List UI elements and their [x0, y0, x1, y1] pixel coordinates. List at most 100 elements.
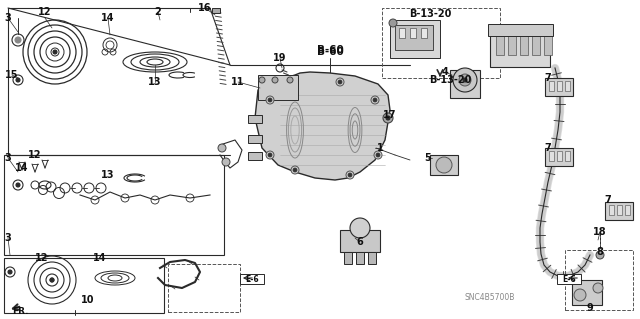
Circle shape — [346, 171, 354, 179]
Bar — [395, 25, 433, 50]
Bar — [508, 30, 516, 55]
Bar — [410, 28, 416, 38]
Bar — [168, 264, 240, 312]
Circle shape — [15, 37, 21, 43]
Bar — [557, 81, 562, 91]
Circle shape — [16, 183, 20, 187]
Bar — [557, 151, 562, 161]
Bar — [617, 205, 622, 215]
Circle shape — [593, 283, 603, 293]
Bar — [258, 75, 298, 100]
Bar — [545, 78, 573, 96]
Circle shape — [386, 116, 390, 120]
Text: 14: 14 — [93, 253, 107, 263]
Circle shape — [459, 74, 471, 86]
Bar — [549, 151, 554, 161]
Bar — [565, 151, 570, 161]
Bar — [212, 8, 220, 13]
Circle shape — [16, 78, 20, 82]
Bar — [488, 24, 553, 36]
Text: 3: 3 — [4, 233, 12, 243]
Text: E-6: E-6 — [245, 275, 259, 284]
Circle shape — [338, 80, 342, 84]
Text: 3: 3 — [4, 153, 12, 163]
Circle shape — [268, 153, 272, 157]
Text: 6: 6 — [356, 237, 364, 247]
Text: 14: 14 — [15, 163, 29, 173]
Text: B-60: B-60 — [317, 45, 344, 55]
Text: B-60: B-60 — [317, 47, 344, 57]
Text: 5: 5 — [424, 153, 431, 163]
Bar — [399, 28, 405, 38]
Bar — [609, 205, 614, 215]
Bar — [248, 115, 262, 123]
Circle shape — [287, 77, 293, 83]
Text: 11: 11 — [231, 77, 244, 87]
Bar — [390, 20, 440, 58]
Bar — [605, 202, 633, 220]
Circle shape — [218, 144, 226, 152]
Text: 13: 13 — [148, 77, 162, 87]
Text: 1: 1 — [376, 143, 383, 153]
Bar — [565, 81, 570, 91]
Text: 7: 7 — [545, 143, 552, 153]
Circle shape — [266, 96, 274, 104]
Text: 15: 15 — [5, 70, 19, 80]
Circle shape — [272, 77, 278, 83]
Text: B-13-20: B-13-20 — [409, 9, 451, 19]
Bar — [344, 252, 352, 264]
Bar — [340, 230, 380, 252]
Text: 14: 14 — [101, 13, 115, 23]
Text: 7: 7 — [545, 73, 552, 83]
Bar — [572, 280, 602, 305]
Text: 13: 13 — [101, 170, 115, 180]
Circle shape — [436, 157, 452, 173]
Circle shape — [574, 289, 586, 301]
Circle shape — [453, 68, 477, 92]
Bar — [532, 30, 540, 55]
Circle shape — [336, 78, 344, 86]
Bar — [430, 155, 458, 175]
Circle shape — [259, 77, 265, 83]
Text: 2: 2 — [155, 7, 161, 17]
Circle shape — [53, 50, 57, 54]
Text: E-6: E-6 — [562, 275, 576, 284]
Circle shape — [8, 270, 12, 274]
Circle shape — [383, 113, 393, 123]
Bar — [490, 25, 550, 67]
Text: 12: 12 — [38, 7, 52, 17]
Bar — [368, 252, 376, 264]
Text: 19: 19 — [273, 53, 287, 63]
Circle shape — [373, 98, 377, 102]
Bar — [450, 70, 480, 98]
Text: 8: 8 — [596, 247, 604, 257]
Text: 12: 12 — [28, 150, 42, 160]
Text: 10: 10 — [81, 295, 95, 305]
Circle shape — [291, 166, 299, 174]
Text: 17: 17 — [383, 110, 397, 120]
Circle shape — [50, 278, 54, 282]
Circle shape — [376, 153, 380, 157]
Bar — [625, 205, 630, 215]
Bar — [4, 258, 164, 313]
Text: B-13-20: B-13-20 — [429, 75, 471, 85]
Text: FR.: FR. — [12, 308, 28, 316]
Text: 12: 12 — [35, 253, 49, 263]
Text: 16: 16 — [198, 3, 212, 13]
Bar — [382, 8, 500, 78]
Circle shape — [463, 78, 467, 82]
Text: 7: 7 — [605, 195, 611, 205]
Bar — [248, 152, 262, 160]
Bar — [545, 148, 573, 166]
Circle shape — [266, 151, 274, 159]
Circle shape — [293, 168, 297, 172]
Circle shape — [389, 19, 397, 27]
Text: 18: 18 — [593, 227, 607, 237]
Bar — [4, 155, 224, 255]
Circle shape — [350, 218, 370, 238]
Polygon shape — [255, 72, 390, 180]
Bar — [520, 30, 528, 55]
Text: SNC4B5700B: SNC4B5700B — [465, 293, 515, 302]
Bar — [356, 252, 364, 264]
Bar — [240, 274, 264, 284]
